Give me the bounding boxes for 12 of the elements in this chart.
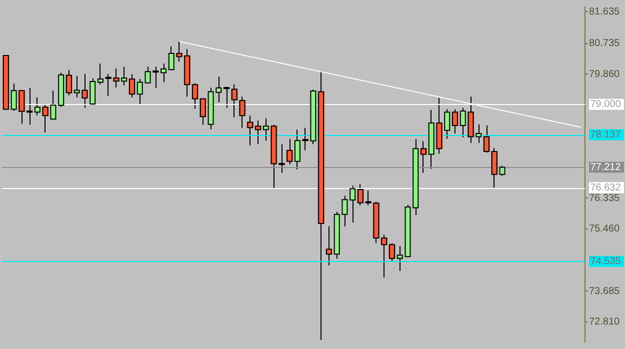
ref-line-label: 76.632 xyxy=(590,182,622,194)
ref-line-label: 74.535 xyxy=(590,256,622,268)
y-tick-label: 72.810 xyxy=(589,316,620,328)
ref-line-label: 77.212 xyxy=(590,162,622,173)
y-tick-label: 81.635 xyxy=(589,6,620,18)
ref-line-label: 79.000 xyxy=(590,99,622,110)
y-tick-label: 80.735 xyxy=(589,38,620,50)
y-tick-label: 76.335 xyxy=(589,192,620,204)
ref-line-label: 78.137 xyxy=(590,129,622,140)
y-tick-label: 73.685 xyxy=(589,286,620,297)
y-tick-label: 75.460 xyxy=(589,224,620,235)
y-tick-label: 79.860 xyxy=(589,68,620,80)
